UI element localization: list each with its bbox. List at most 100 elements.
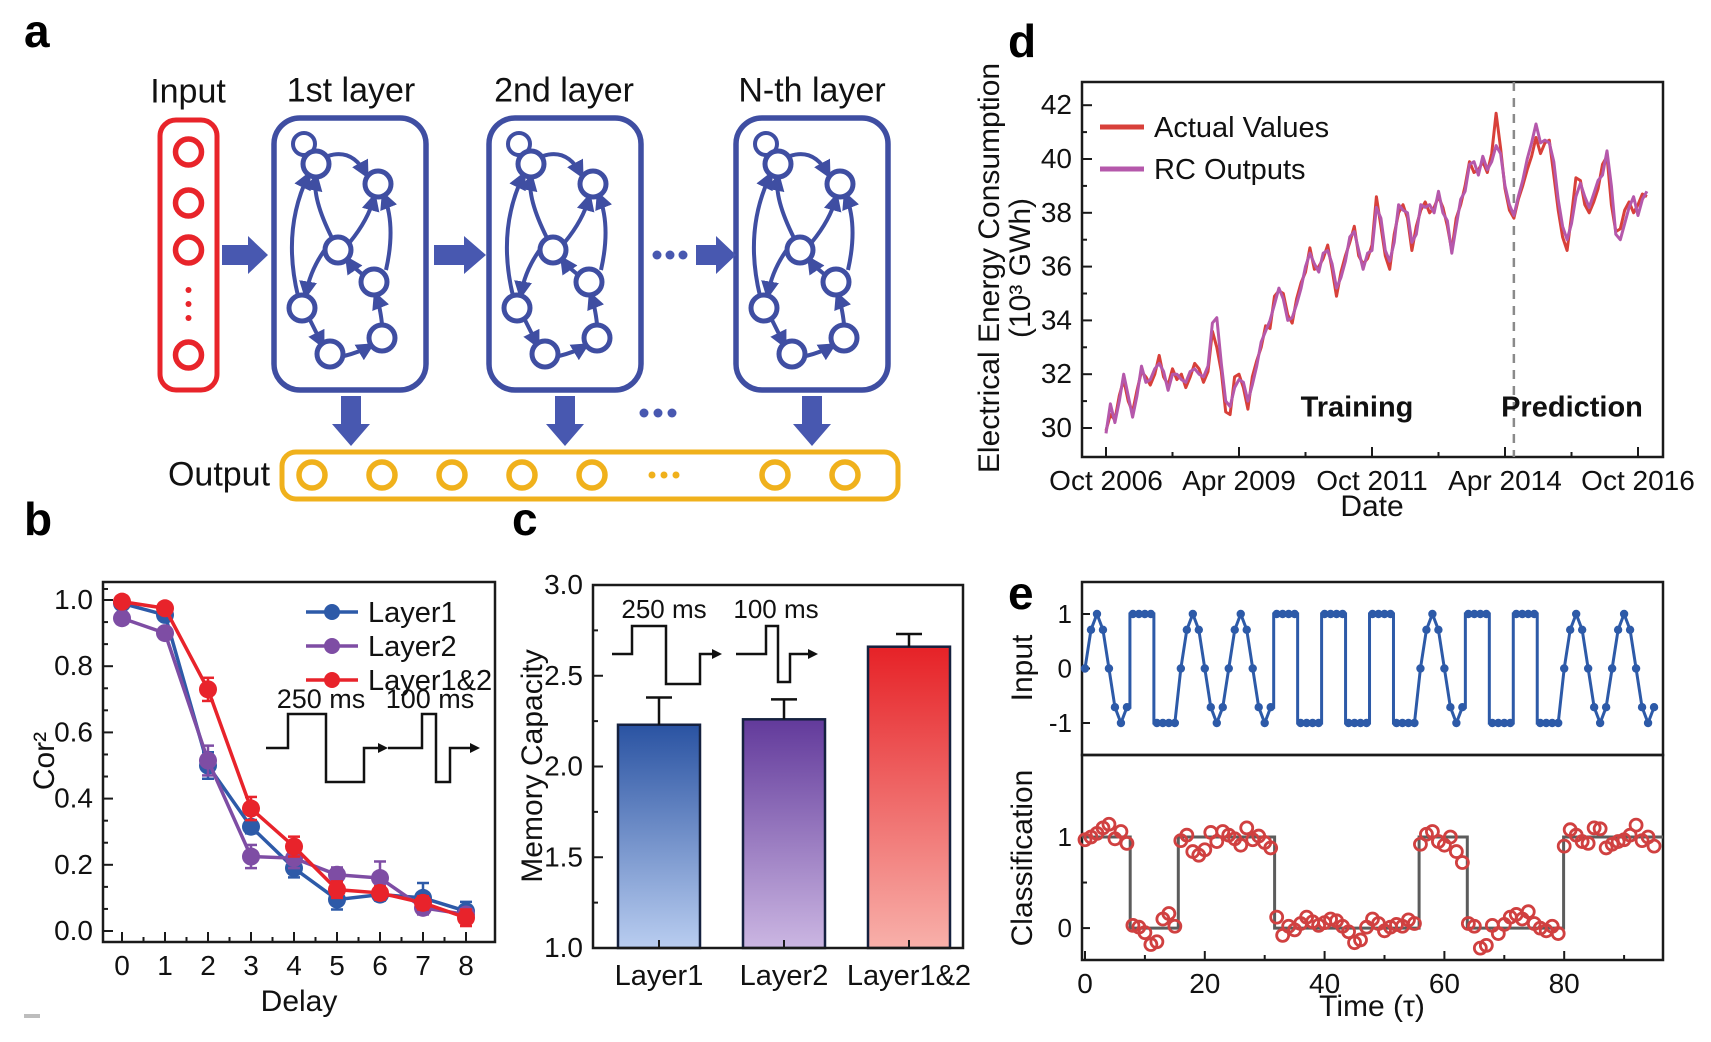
classification-output-point xyxy=(1592,821,1608,837)
tick-label: 60 xyxy=(1429,968,1460,999)
input-waveform-point xyxy=(1398,718,1407,728)
reservoir-edge xyxy=(595,190,613,271)
reservoir-node xyxy=(501,292,533,324)
input-waveform-point xyxy=(1290,609,1299,619)
input-ellipsis-dot xyxy=(185,287,192,293)
bar-category-label: Layer1&2 xyxy=(847,960,971,992)
data-point xyxy=(328,880,346,899)
input-waveform-point xyxy=(1571,609,1581,619)
classification-output-point xyxy=(1239,820,1255,836)
data-point xyxy=(156,624,174,643)
input-waveform-point xyxy=(1619,609,1629,619)
input-waveform-point xyxy=(1122,702,1132,712)
tick-label: 36 xyxy=(1041,251,1072,282)
input-waveform-point xyxy=(1440,664,1449,673)
input-waveform-point xyxy=(1613,625,1623,635)
input-waveform-point xyxy=(1236,609,1245,619)
reservoir-layer-1 xyxy=(271,115,429,393)
input-waveform-point xyxy=(1170,718,1180,728)
reservoir-node xyxy=(537,234,569,266)
tick-label: 0.6 xyxy=(54,716,93,747)
input-waveform-point xyxy=(1242,625,1251,635)
input-waveform-point xyxy=(1320,609,1329,619)
classification-output-point xyxy=(1454,855,1470,870)
tick-label: 7 xyxy=(415,950,431,981)
input-waveform-point xyxy=(1643,718,1653,728)
input-waveform-point xyxy=(1500,718,1509,728)
reservoir-node xyxy=(828,322,860,354)
input-waveform-point xyxy=(1188,609,1198,619)
classification-output-point xyxy=(1233,837,1249,853)
tick-label: 2.5 xyxy=(544,660,583,691)
reservoir-node xyxy=(300,148,332,180)
input-waveform-point xyxy=(1116,718,1126,728)
input-waveform-point xyxy=(1506,718,1515,728)
stray-mark xyxy=(24,1014,40,1018)
input-waveform-point xyxy=(1128,609,1138,619)
reservoir-node xyxy=(577,168,609,200)
input-waveform-point xyxy=(1595,718,1605,728)
input-waveform-point xyxy=(1284,609,1293,619)
tick-label: 0 xyxy=(1077,968,1093,999)
input-waveform-point xyxy=(1458,702,1467,712)
classification-output-point xyxy=(1520,904,1536,920)
reservoir-node xyxy=(776,338,808,370)
reservoir-edge xyxy=(519,172,549,239)
input-waveform-point xyxy=(1308,718,1317,728)
input-waveform-point xyxy=(1314,718,1323,728)
input-waveform-point xyxy=(1559,664,1569,673)
tick-label: 0 xyxy=(1058,913,1072,943)
input-waveform-point xyxy=(1530,609,1539,619)
output-node-circle xyxy=(436,459,468,491)
pulse-width-label: 100 ms xyxy=(386,684,475,714)
b-x-axis-title: Delay xyxy=(260,985,338,1018)
reservoir-node xyxy=(286,292,318,324)
tick-label: Oct 2016 xyxy=(1581,465,1695,496)
data-point xyxy=(199,680,217,699)
pulse-waveform xyxy=(612,624,714,686)
output-node-circle xyxy=(576,459,608,491)
e-class-axis-title: Classification xyxy=(1006,769,1039,947)
input-waveform-point xyxy=(1542,718,1551,728)
reservoir-box xyxy=(271,115,429,393)
reservoir-edge xyxy=(766,172,796,239)
classification-output-point xyxy=(1580,835,1596,851)
classification-target-line xyxy=(1082,835,1663,930)
plot-frame xyxy=(1080,580,1665,757)
input-waveform-point xyxy=(1452,718,1461,728)
prediction-annotation: Prediction xyxy=(1501,391,1643,424)
output-node-circle xyxy=(829,459,861,491)
classification-output-point xyxy=(1442,829,1458,845)
data-point xyxy=(414,893,432,912)
output-node-circle xyxy=(506,459,538,491)
reservoir-node xyxy=(322,234,354,266)
input-waveform-point xyxy=(1332,609,1341,619)
data-point xyxy=(457,908,475,927)
tick-label: 4 xyxy=(286,950,302,981)
input-waveform-point xyxy=(1224,664,1233,673)
panel-a-diagram xyxy=(157,115,901,502)
pulse-arrowhead-icon xyxy=(712,649,722,659)
classification-output-point xyxy=(1341,924,1356,940)
input-waveform-point xyxy=(1260,718,1269,728)
tick-label: 2.0 xyxy=(544,751,583,782)
input-waveform-point xyxy=(1164,718,1174,728)
reservoir-node xyxy=(358,266,390,298)
input-waveform-point xyxy=(1601,702,1611,712)
tick-label: 1 xyxy=(1058,822,1072,852)
tick-label: 0 xyxy=(114,950,130,981)
reservoir-edge xyxy=(807,255,826,276)
data-point xyxy=(199,751,217,770)
input-waveform-point xyxy=(1080,664,1090,673)
input-waveform-point xyxy=(1565,625,1575,635)
input-waveform-point xyxy=(1625,625,1635,635)
legend-marker xyxy=(324,672,340,688)
input-waveform-point xyxy=(1488,718,1497,728)
v-ellipsis-dot xyxy=(639,408,649,418)
flow-arrow-right-icon xyxy=(222,236,268,274)
input-waveform-point xyxy=(1350,718,1359,728)
reservoir-node xyxy=(366,322,398,354)
input-waveform-point xyxy=(1248,664,1257,673)
reservoir-edge xyxy=(810,192,842,244)
